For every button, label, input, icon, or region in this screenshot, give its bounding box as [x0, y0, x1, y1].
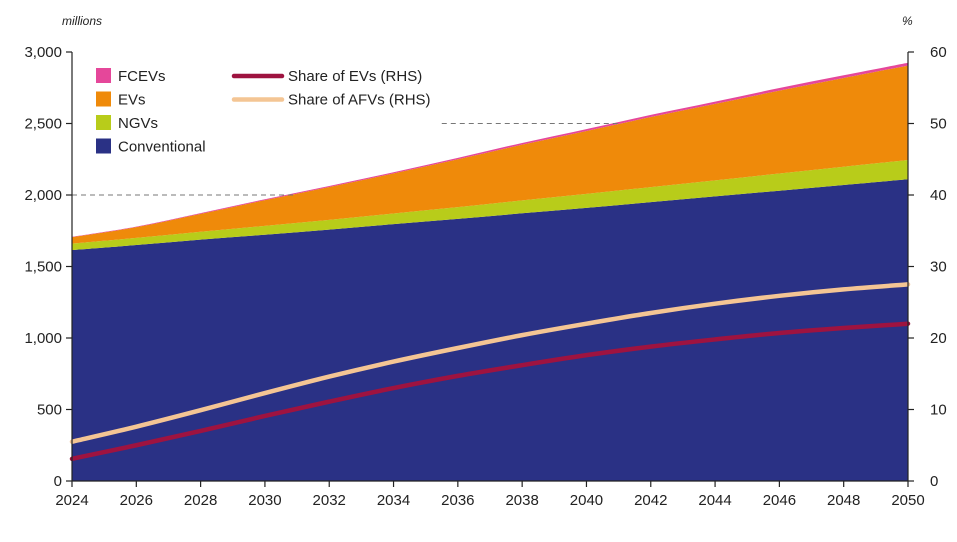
x-tick-label: 2034	[377, 492, 410, 509]
area-evs	[72, 65, 908, 244]
x-tick-label: 2040	[570, 492, 603, 509]
x-tick-label: 2048	[827, 492, 860, 509]
right-tick-label: 30	[930, 259, 947, 276]
legend-swatch-evs	[96, 91, 111, 107]
axes: 05001,0001,5002,0002,5003,00001020304050…	[24, 44, 946, 509]
right-tick-label: 0	[930, 473, 938, 490]
legend-swatch-fcevs	[96, 68, 111, 83]
left-tick-label: 0	[54, 473, 62, 490]
line-share-of-evs	[69, 321, 911, 462]
line-share-of-afvs	[69, 282, 911, 444]
x-tick-label: 2044	[698, 492, 731, 509]
x-tick-label: 2024	[55, 492, 88, 509]
area-layers	[72, 62, 908, 481]
left-tick-label: 3,000	[24, 44, 62, 61]
reference-lines	[72, 123, 619, 196]
x-tick-label: 2050	[891, 492, 924, 509]
right-tick-label: 40	[930, 187, 947, 204]
right-tick-label: 10	[930, 402, 947, 419]
x-tick-label: 2038	[505, 492, 538, 509]
x-tick-label: 2046	[763, 492, 796, 509]
left-tick-label: 2,500	[24, 116, 62, 133]
x-tick-label: 2028	[184, 492, 217, 509]
legend-swatch-conventional	[96, 138, 111, 154]
left-tick-label: 500	[37, 402, 62, 419]
area-ngvs	[72, 159, 908, 251]
legend-label-conventional: Conventional	[118, 139, 206, 156]
x-tick-label: 2036	[441, 492, 474, 509]
left-axis-unit: millions	[62, 14, 102, 28]
legend-label-ngvs: NGVs	[118, 115, 158, 132]
legend-label-evs: EVs	[118, 92, 146, 109]
left-tick-label: 1,500	[24, 259, 62, 276]
left-tick-label: 2,000	[24, 187, 62, 204]
legend: FCEVs EVs NGVs Conventional Share of EVs (RH…	[96, 68, 431, 156]
right-tick-label: 20	[930, 330, 947, 347]
x-tick-label: 2030	[248, 492, 281, 509]
right-tick-label: 60	[930, 44, 947, 61]
right-axis-unit: %	[902, 14, 913, 28]
left-tick-label: 1,000	[24, 330, 62, 347]
legend-label-share-of-afvs: Share of AFVs (RHS)	[288, 92, 431, 109]
legend-label-share-of-evs: Share of EVs (RHS)	[288, 68, 422, 85]
area-fcevs	[72, 62, 908, 238]
right-tick-label: 50	[930, 116, 947, 133]
area-conventional	[72, 179, 908, 481]
x-tick-label: 2032	[313, 492, 346, 509]
share-lines	[69, 282, 911, 462]
legend-label-fcevs: FCEVs	[118, 68, 166, 85]
x-tick-label: 2026	[120, 492, 153, 509]
x-tick-label: 2042	[634, 492, 667, 509]
legend-swatch-ngvs	[96, 115, 111, 130]
